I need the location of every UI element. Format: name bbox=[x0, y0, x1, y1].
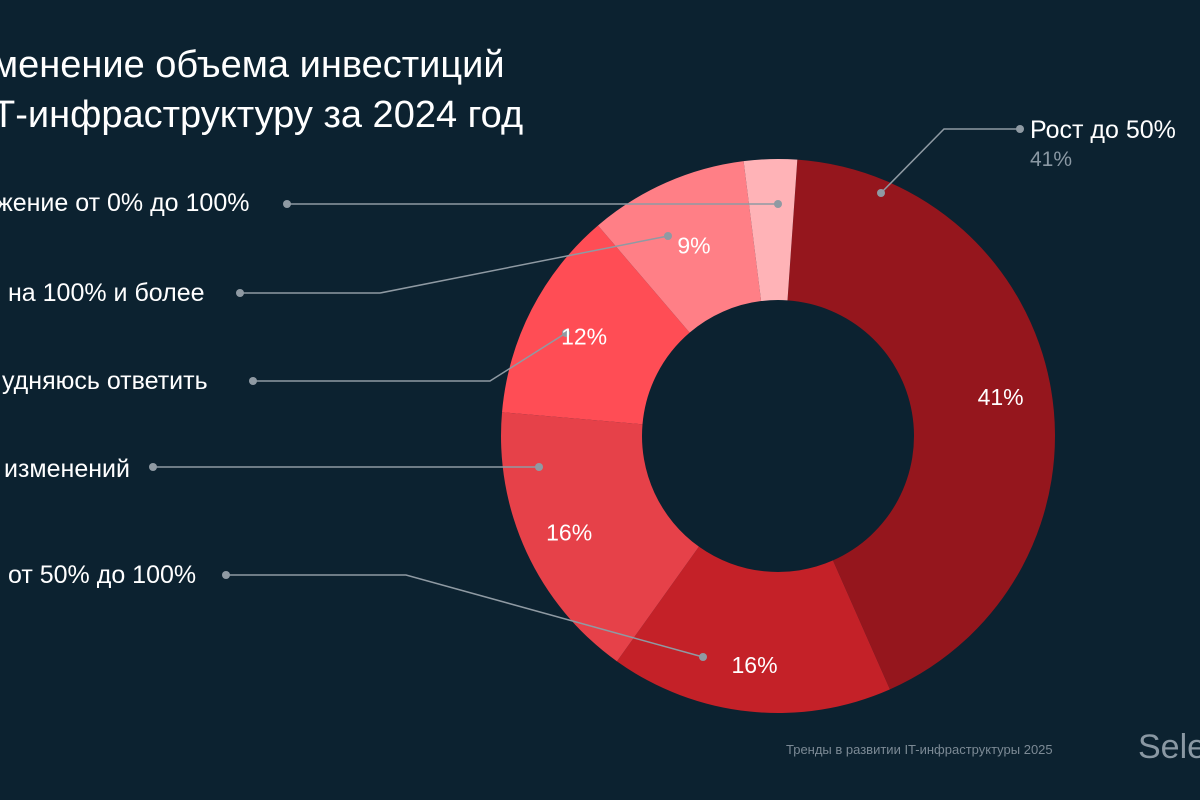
slice-decline bbox=[743, 159, 798, 302]
slice-nochange bbox=[501, 412, 699, 662]
value-label-growth50to100: 16% bbox=[732, 652, 778, 678]
slice-growth50 bbox=[787, 159, 1055, 690]
legend-label-growth50: Рост до 50% bbox=[1030, 116, 1176, 144]
legend-sub-growth50: 41% bbox=[1030, 148, 1073, 171]
value-label-growth50: 41% bbox=[978, 384, 1024, 410]
leader-growth50 bbox=[877, 125, 1024, 197]
title-line-1: менение объема инвестиций bbox=[0, 44, 505, 86]
legend-label-unsure: удняюсь ответить bbox=[2, 367, 208, 395]
chart-title: менение объема инвестиций Т-инфраструкту… bbox=[0, 40, 523, 140]
legend-label-growth50to100: от 50% до 100% bbox=[8, 561, 197, 589]
slice-unsure bbox=[502, 225, 690, 425]
leader-growth50to100 bbox=[222, 571, 707, 661]
leader-nochange bbox=[149, 463, 543, 471]
brand-logo: Sele bbox=[1138, 728, 1200, 766]
value-label-growth100plus: 9% bbox=[677, 233, 710, 259]
value-label-unsure: 12% bbox=[561, 323, 607, 349]
legend-label-growth100plus: на 100% и более bbox=[8, 279, 205, 307]
legend-label-nochange: изменений bbox=[4, 455, 130, 483]
slice-growth50to100 bbox=[616, 546, 890, 714]
title-line-2: Т-инфраструктуру за 2024 год bbox=[0, 94, 524, 136]
leader-decline bbox=[283, 200, 782, 208]
leader-unsure bbox=[249, 329, 570, 385]
leader-growth100plus bbox=[236, 232, 672, 297]
legend-label-decline: жение от 0% до 100% bbox=[0, 189, 250, 217]
source-footer: Тренды в развитии IT-инфраструктуры 2025 bbox=[786, 742, 1053, 757]
value-label-nochange: 16% bbox=[546, 519, 592, 545]
